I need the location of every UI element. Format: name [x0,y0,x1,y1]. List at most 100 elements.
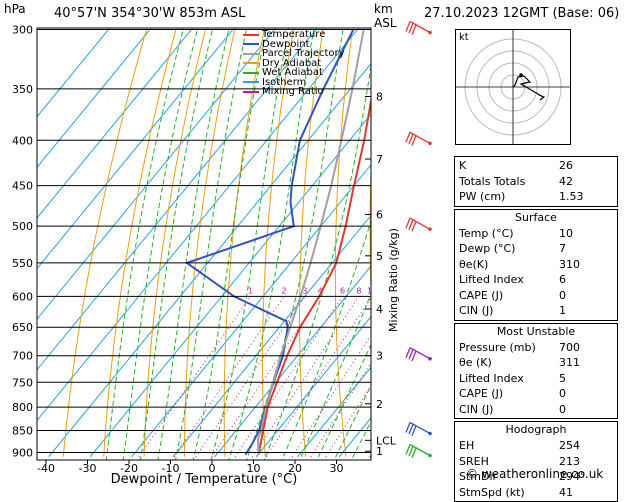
km-tick-label: 3 [376,350,383,363]
stat-label: StmDir [459,470,498,483]
km-tick-label: 8 [376,90,383,103]
wet-adiabat-line [139,28,214,460]
legend-swatch [243,52,259,55]
series-parcel-trajectory [256,29,365,455]
most-unstable-title: Most Unstable [496,324,576,338]
stat-row: StmDir 294° [455,469,617,485]
legend-label: Wet Adiabat [262,67,323,78]
km-tick-label: 6 [376,208,383,221]
pressure-tick-label: 500 [12,220,33,233]
mixing-ratio-label: 10 [367,286,377,295]
legend-swatch [243,62,259,65]
stat-value: 10 [559,226,573,240]
legend-item: Mixing Ratio [243,87,345,97]
mixing-ratio-line [173,296,285,458]
surface-table: Surface Temp (°C) 10 Dewp (°C) 7 θe(K) 310 Lif… [454,208,618,321]
stat-row: Totals Totals 42 [455,174,617,190]
legend-label: Temperature [262,29,326,40]
x-tick-label: -40 [37,462,55,475]
isotherm-line [37,28,318,371]
stat-label: SREH [459,454,489,468]
isotherm-line [48,62,371,458]
mixing-ratio-label: 20 [409,286,419,295]
stat-value: 0 [559,288,566,302]
series-dewpoint [184,29,355,456]
surface-title: Surface [515,210,557,224]
stat-value: 311 [559,356,580,369]
legend-item: Dry Adiabat [243,57,345,69]
wet-adiabat-line [192,28,268,460]
stat-value: 26 [559,159,573,172]
isotherm-line [37,28,277,320]
dry-adiabat-line [616,16,629,456]
x-tick-label: -30 [79,462,97,475]
wind-barb [405,421,432,436]
km-tick-label: LCL [376,434,397,447]
stat-label: θe(K) [459,257,489,271]
pressure-tick-label: 550 [12,257,33,270]
wind-barb [405,443,432,458]
stat-row: SREH 213 [455,454,617,470]
stat-row: θe(K) 310 [455,257,617,273]
stat-label: Temp (°C) [459,226,514,240]
hodograph: kt [455,29,571,145]
wet-adiabat-line [210,28,290,460]
pressure-tick-label: 800 [12,401,33,414]
hpa-label: hPa [4,2,26,16]
stat-label: Totals Totals [459,174,526,188]
hodograph-arrow [538,94,546,101]
stat-label: θe (K) [459,356,492,369]
stat-value: 1 [559,304,566,317]
isotherm-line [131,164,371,458]
x-tick-label: -10 [162,462,180,475]
stat-value: 1.53 [559,190,584,203]
pressure-tick-label: 850 [12,424,33,437]
indices-table: K 26 Totals Totals 42 PW (cm) 1.53 [454,156,618,207]
hodograph-title: Hodograph [505,423,567,436]
legend-label: Isotherm [262,76,307,88]
mixing-ratio-line [138,296,251,458]
legend-label: Dry Adiabat [262,57,322,69]
wind-barb [405,20,432,35]
stat-row: CIN (J) 1 [455,303,617,319]
hodograph-kt-label: kt [459,32,469,43]
stat-label: Lifted Index [459,273,524,286]
stat-value: 254 [559,439,580,452]
legend-item: Parcel Trajectory [243,49,345,59]
isotherm-line [89,113,371,458]
mixing-ratio-label: 2 [282,286,287,295]
pressure-tick-label: 600 [12,290,33,303]
asl-label: ASL [374,16,397,30]
legend-label: Parcel Trajectory [262,48,345,59]
stat-row: Temp (°C) 10 [455,226,617,242]
dry-adiabat-line [103,28,177,457]
isotherm-line [297,366,371,458]
pressure-tick-label: 750 [12,376,33,389]
stat-row: CIN (J) 0 [455,402,617,418]
legend: Temperature Dewpoint Parcel Trajectory Dry … [243,30,345,97]
legend-item: Temperature [243,30,345,40]
pressure-tick-label: 300 [12,24,33,37]
wet-adiabat-line [174,28,248,460]
km-tick-label: 2 [376,398,383,411]
stat-value: 6 [559,273,566,286]
legend-label: Mixing Ratio [262,86,324,97]
legend-label: Dewpoint [262,38,310,50]
wet-adiabat-line [281,218,371,460]
copyright-footer: © weatheronline.co.uk [466,467,604,481]
wind-barb [405,131,432,146]
stat-row: K 26 [455,158,617,174]
stat-row: Lifted Index 6 [455,272,617,288]
stat-label: Lifted Index [459,371,524,385]
pressure-tick-label: 350 [12,83,33,96]
hodograph-table: Hodograph EH 254 SREH 213 StmDir 294° StmSpd (… [454,421,618,502]
legend-swatch [243,33,259,36]
legend-item: Isotherm [243,76,345,88]
stat-row: CAPE (J) 0 [455,386,617,402]
x-tick-label: -20 [120,462,138,475]
wet-adiabat-line [228,28,315,460]
series-temperature [257,95,371,455]
isotherm-line [37,28,360,422]
isotherm-line [37,28,152,169]
mixing-ratio-line [291,334,371,458]
